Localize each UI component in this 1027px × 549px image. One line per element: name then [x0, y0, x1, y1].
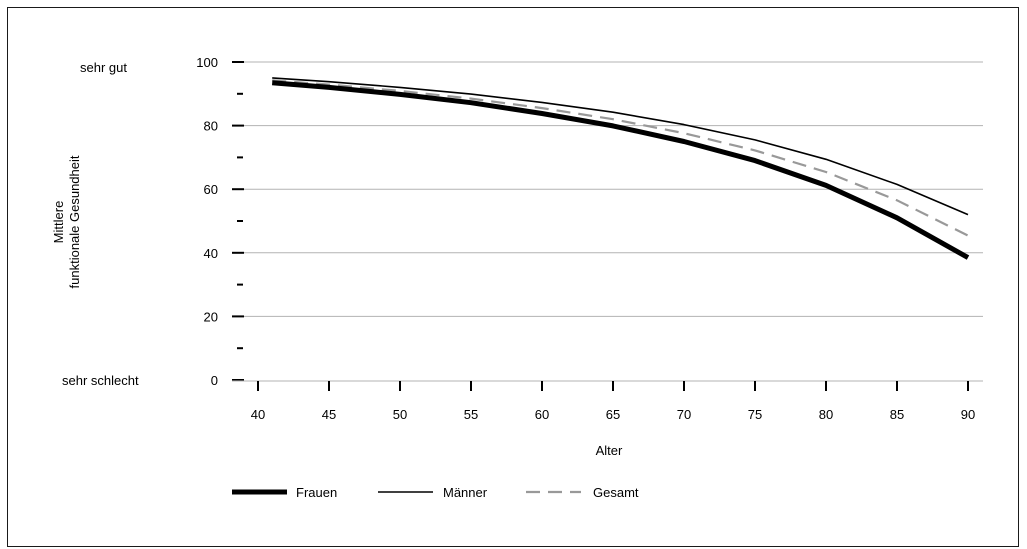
y-category-bottom-label: sehr schlecht — [62, 373, 139, 388]
series-line-gesamt — [272, 79, 969, 237]
x-tick-label-55: 55 — [464, 407, 478, 422]
x-tick-label-85: 85 — [890, 407, 904, 422]
series-lines — [271, 77, 970, 260]
axis-labels: sehr gut sehr schlecht Alter Mittlere fu… — [51, 60, 623, 458]
y-axis-title-line1: Mittlere — [51, 201, 66, 244]
x-tick-label-60: 60 — [535, 407, 549, 422]
x-axis-title: Alter — [596, 443, 623, 458]
y-axis-title-line2: funktionale Gesundheit — [67, 155, 82, 288]
x-tick-label-90: 90 — [961, 407, 975, 422]
axes: 0 20 40 60 80 100 40 45 50 55 60 65 70 75 80 85 90 — [196, 55, 983, 422]
series-line-mnner — [272, 77, 969, 216]
x-tick-label-80: 80 — [819, 407, 833, 422]
y-tick-label-80: 80 — [204, 119, 218, 134]
chart-frame — [7, 7, 1019, 547]
legend: Frauen Männer Gesamt — [232, 485, 639, 500]
x-tick-label-70: 70 — [677, 407, 691, 422]
y-tick-label-100: 100 — [196, 55, 218, 70]
legend-label-gesamt: Gesamt — [593, 485, 639, 500]
x-tick-label-50: 50 — [393, 407, 407, 422]
y-category-top-label: sehr gut — [80, 60, 127, 75]
legend-label-maenner: Männer — [443, 485, 488, 500]
grid-lines — [232, 61, 983, 317]
x-tick-label-75: 75 — [748, 407, 762, 422]
y-tick-label-40: 40 — [204, 246, 218, 261]
series-line-frauen — [271, 80, 970, 260]
x-tick-label-40: 40 — [251, 407, 265, 422]
x-tick-label-45: 45 — [322, 407, 336, 422]
x-tick-label-65: 65 — [606, 407, 620, 422]
legend-label-frauen: Frauen — [296, 485, 337, 500]
y-tick-label-60: 60 — [204, 182, 218, 197]
y-tick-label-20: 20 — [204, 309, 218, 324]
y-tick-label-0: 0 — [211, 373, 218, 388]
